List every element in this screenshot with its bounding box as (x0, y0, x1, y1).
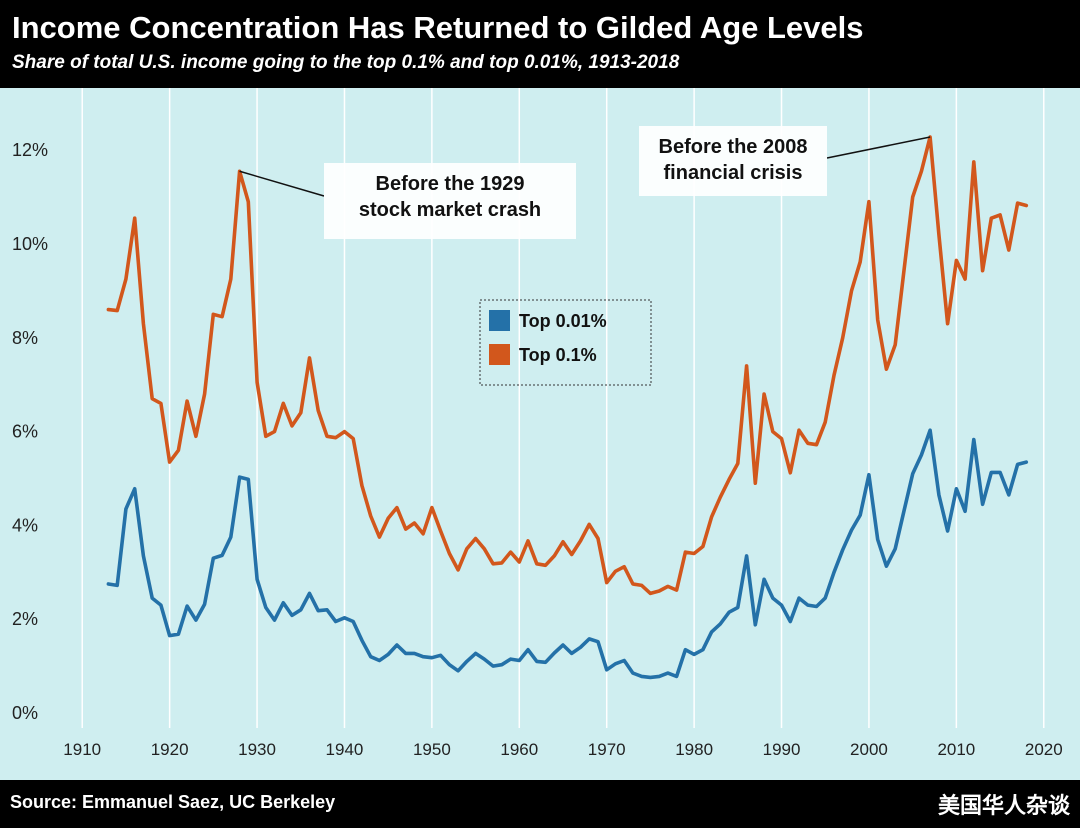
annotation-text-2-line-1: Before the 2008 (659, 136, 808, 158)
x-tick-label-1980: 1980 (675, 740, 713, 759)
y-tick-label-4: 4% (12, 515, 38, 535)
x-tick-label-1970: 1970 (588, 740, 626, 759)
series-line-top-0-01 (106, 428, 1029, 680)
annotation-text-2-line-2: financial crisis (664, 162, 803, 184)
x-tick-label-1920: 1920 (151, 740, 189, 759)
legend-swatch-top-0-01 (489, 310, 510, 331)
y-tick-label-6: 6% (12, 422, 38, 442)
series-layer (106, 135, 1029, 680)
line-chart: 1910 1920 1930 1940 1950 1960 1970 1980 1990 2000… (12, 88, 1063, 759)
annotation-box-1 (324, 163, 576, 239)
chart-header: Income Concentration Has Returned to Gil… (0, 0, 1080, 88)
y-tick-label-2: 2% (12, 609, 38, 629)
legend-swatch-top-0-1 (489, 344, 510, 365)
series-line-top-0-1 (106, 135, 1029, 596)
annotation-box-2 (639, 126, 827, 196)
y-tick-label-8: 8% (12, 328, 38, 348)
x-tick-label-1960: 1960 (500, 740, 538, 759)
legend: Top 0.01% Top 0.1% (479, 299, 652, 386)
source-note: Source: Emmanuel Saez, UC Berkeley (10, 792, 336, 812)
x-tick-label-1990: 1990 (763, 740, 801, 759)
x-tick-label-1950: 1950 (413, 740, 451, 759)
axis-layer: 1910 1920 1930 1940 1950 1960 1970 1980 1990 2000… (12, 140, 1063, 759)
annotation-leader-2 (826, 136, 931, 159)
annotation-leader-1 (239, 170, 325, 197)
chart-footer: Source: Emmanuel Saez, UC Berkeley 美国华人杂… (0, 780, 1080, 828)
legend-label-top-0-1: Top 0.1% (519, 345, 597, 365)
legend-label-top-0-01: Top 0.01% (519, 311, 607, 331)
plot-area: 1910 1920 1930 1940 1950 1960 1970 1980 1990 2000… (0, 88, 1080, 780)
annotation-layer: Before the 1929 stock market crash Before … (239, 126, 931, 239)
x-tick-label-2010: 2010 (937, 740, 975, 759)
legend-box (479, 299, 652, 386)
x-tick-label-2000: 2000 (850, 740, 888, 759)
annotation-text-1-line-2: stock market crash (359, 199, 541, 221)
annotation-text-1-line-1: Before the 1929 (376, 173, 525, 195)
x-tick-label-1940: 1940 (326, 740, 364, 759)
y-tick-label-0: 0% (12, 703, 38, 723)
x-tick-label-1930: 1930 (238, 740, 276, 759)
chart-subtitle: Share of total U.S. income going to the … (12, 52, 680, 73)
y-tick-label-12: 12% (12, 140, 48, 160)
x-tick-label-1910: 1910 (63, 740, 101, 759)
y-tick-label-10: 10% (12, 234, 48, 254)
publisher-brand: 美国华人杂谈 (937, 793, 1070, 818)
chart-title: Income Concentration Has Returned to Gil… (12, 10, 864, 45)
x-tick-label-2020: 2020 (1025, 740, 1063, 759)
